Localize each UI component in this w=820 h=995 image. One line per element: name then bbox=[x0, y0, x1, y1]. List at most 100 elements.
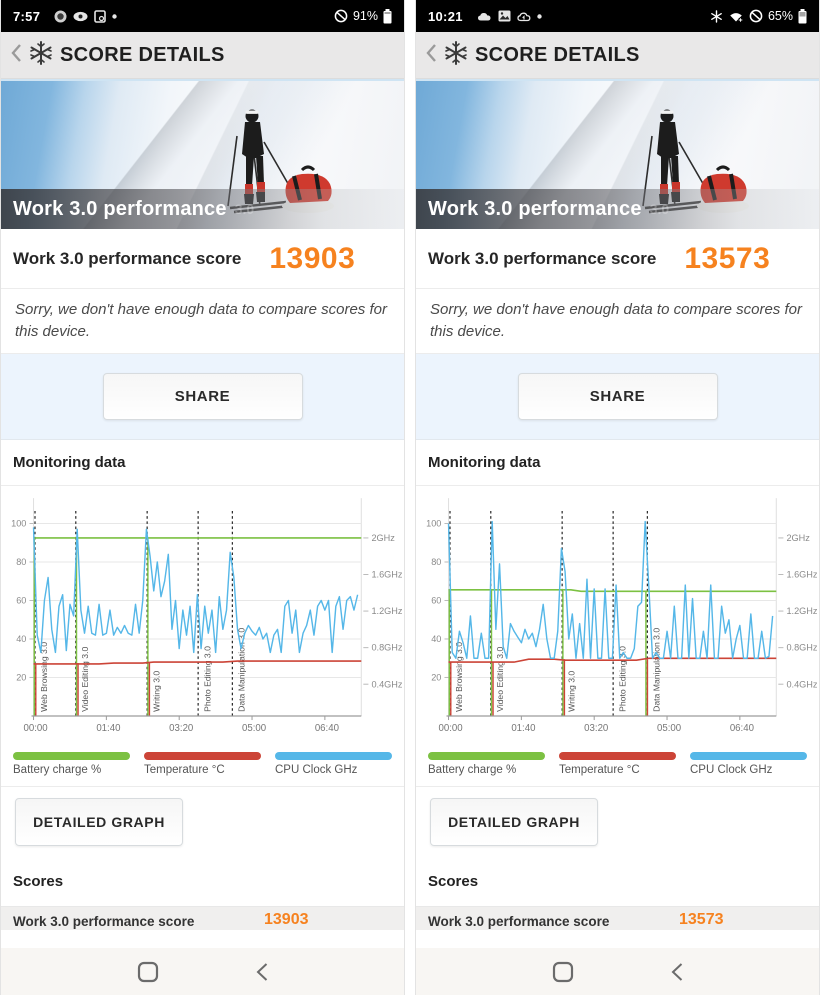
legend-swatch-temperature bbox=[559, 752, 676, 760]
svg-text:100: 100 bbox=[426, 518, 441, 528]
scores-row-label: Work 3.0 performance score bbox=[428, 914, 610, 929]
svg-text:03:20: 03:20 bbox=[169, 723, 193, 734]
legend-item-cpu: CPU Clock GHz bbox=[690, 752, 807, 776]
legend-item-temperature: Temperature °C bbox=[144, 752, 261, 776]
legend-swatch-battery bbox=[428, 752, 545, 760]
notification-doc-icon bbox=[94, 9, 107, 23]
share-section: SHARE bbox=[1, 353, 404, 440]
scores-row-value: 13573 bbox=[679, 911, 724, 928]
chart-legend: Battery charge % Temperature °C CPU Cloc… bbox=[3, 746, 402, 786]
phone-left: 7:57 91% bbox=[0, 0, 405, 995]
battery-icon bbox=[798, 8, 807, 24]
svg-text:Web Browsing 3.0: Web Browsing 3.0 bbox=[454, 641, 464, 711]
score-row: Work 3.0 performance score 13903 bbox=[1, 229, 404, 289]
hero-title-band: Work 3.0 performance 3.0 bbox=[1, 189, 404, 229]
share-section: SHARE bbox=[416, 353, 819, 440]
battery-icon bbox=[383, 8, 392, 24]
back-button[interactable] bbox=[255, 961, 269, 983]
svg-text:05:00: 05:00 bbox=[242, 723, 266, 734]
back-chevron-icon[interactable] bbox=[426, 43, 437, 68]
android-nav-bar bbox=[1, 948, 404, 995]
scores-table-row: Work 3.0 performance score 13573 bbox=[416, 907, 819, 930]
svg-text:2GHz: 2GHz bbox=[371, 532, 395, 542]
svg-text:Photo Editing 3.0: Photo Editing 3.0 bbox=[202, 645, 212, 711]
svg-text:06:40: 06:40 bbox=[315, 723, 339, 734]
asterisk-icon bbox=[710, 9, 723, 23]
battery-percent: 91% bbox=[352, 9, 378, 23]
svg-text:80: 80 bbox=[16, 557, 26, 567]
hero-watermark: 3.0 bbox=[649, 201, 670, 217]
hero-watermark: 3.0 bbox=[234, 201, 255, 217]
svg-text:06:40: 06:40 bbox=[730, 723, 754, 734]
compare-notice: Sorry, we don't have enough data to comp… bbox=[416, 289, 819, 354]
svg-text:100: 100 bbox=[11, 518, 26, 528]
svg-text:40: 40 bbox=[431, 634, 441, 644]
svg-text:Data Manipulation 3.0: Data Manipulation 3.0 bbox=[652, 627, 662, 711]
legend-swatch-cpu bbox=[690, 752, 807, 760]
svg-text:01:40: 01:40 bbox=[511, 723, 535, 734]
battery-percent: 65% bbox=[767, 9, 793, 23]
score-value: 13573 bbox=[684, 241, 771, 275]
detailed-graph-button[interactable]: DETAILED GRAPH bbox=[430, 798, 598, 846]
svg-text:2GHz: 2GHz bbox=[786, 532, 810, 542]
scores-heading: Scores bbox=[1, 857, 404, 907]
legend-item-battery: Battery charge % bbox=[13, 752, 130, 776]
hero-title: Work 3.0 performance bbox=[13, 197, 227, 220]
home-button[interactable] bbox=[137, 961, 159, 983]
scores-heading: Scores bbox=[416, 857, 819, 907]
score-label: Work 3.0 performance score bbox=[13, 248, 242, 268]
svg-text:Photo Editing 3.0: Photo Editing 3.0 bbox=[617, 645, 627, 711]
svg-text:Video Editing 3.0: Video Editing 3.0 bbox=[495, 646, 505, 711]
hero-title-band: Work 3.0 performance 3.0 bbox=[416, 189, 819, 229]
share-button[interactable]: SHARE bbox=[517, 372, 718, 420]
legend-label-temperature: Temperature °C bbox=[559, 764, 640, 776]
home-button[interactable] bbox=[552, 961, 574, 983]
scores-row-label: Work 3.0 performance score bbox=[13, 914, 195, 929]
monitoring-data-heading: Monitoring data bbox=[1, 439, 404, 486]
score-value: 13903 bbox=[269, 241, 356, 275]
hero-image: Work 3.0 performance 3.0 bbox=[1, 79, 404, 229]
status-bar: 10:21 65% bbox=[416, 0, 819, 32]
svg-text:20: 20 bbox=[431, 672, 441, 682]
page-title: SCORE DETAILS bbox=[475, 43, 640, 66]
monitoring-data-heading: Monitoring data bbox=[416, 439, 819, 486]
notification-eye-icon bbox=[73, 11, 88, 22]
legend-item-cpu: CPU Clock GHz bbox=[275, 752, 392, 776]
detailed-graph-button[interactable]: DETAILED GRAPH bbox=[15, 798, 183, 846]
svg-text:05:00: 05:00 bbox=[657, 723, 681, 734]
back-button[interactable] bbox=[670, 961, 684, 983]
legend-label-battery: Battery charge % bbox=[13, 764, 102, 776]
svg-text:0.8GHz: 0.8GHz bbox=[371, 642, 402, 652]
status-bar: 7:57 91% bbox=[1, 0, 404, 32]
scores-table-row: Work 3.0 performance score 13903 bbox=[1, 907, 404, 930]
share-button[interactable]: SHARE bbox=[102, 372, 303, 420]
notification-badge-icon bbox=[54, 10, 67, 23]
svg-text:40: 40 bbox=[16, 634, 26, 644]
svg-text:03:20: 03:20 bbox=[584, 723, 608, 734]
legend-label-battery: Battery charge % bbox=[428, 764, 517, 776]
chart-legend: Battery charge % Temperature °C CPU Cloc… bbox=[418, 746, 817, 786]
svg-text:00:00: 00:00 bbox=[438, 723, 462, 734]
monitoring-chart-section: 20 40 60 80 100 2GHz 1.6GHz 1.2GHz 0.8GHz 0.4GHz W… bbox=[1, 485, 404, 787]
compare-notice: Sorry, we don't have enough data to comp… bbox=[1, 289, 404, 354]
status-time: 10:21 bbox=[428, 8, 463, 24]
monitoring-chart: 20 40 60 80 100 2GHz 1.6GHz 1.2GHz 0.8GHz 0.4GHz W… bbox=[426, 497, 817, 734]
svg-text:20: 20 bbox=[16, 672, 26, 682]
back-chevron-icon[interactable] bbox=[11, 43, 22, 68]
android-nav-bar bbox=[416, 948, 819, 995]
dnd-icon bbox=[749, 9, 763, 23]
svg-text:60: 60 bbox=[16, 595, 26, 605]
legend-swatch-cpu bbox=[275, 752, 392, 760]
cloud-sync-icon bbox=[517, 11, 531, 22]
svg-text:Video Editing 3.0: Video Editing 3.0 bbox=[80, 646, 90, 711]
score-row: Work 3.0 performance score 13573 bbox=[416, 229, 819, 289]
legend-swatch-temperature bbox=[144, 752, 261, 760]
cloud-icon bbox=[477, 11, 492, 22]
legend-label-cpu: CPU Clock GHz bbox=[275, 764, 358, 776]
svg-text:Web Browsing 3.0: Web Browsing 3.0 bbox=[39, 641, 49, 711]
svg-text:1.2GHz: 1.2GHz bbox=[786, 606, 817, 616]
svg-text:0.8GHz: 0.8GHz bbox=[786, 642, 817, 652]
monitoring-chart-section: 20 40 60 80 100 2GHz 1.6GHz 1.2GHz 0.8GHz 0.4GHz W… bbox=[416, 485, 819, 787]
svg-text:Data Manipulation 3.0: Data Manipulation 3.0 bbox=[237, 627, 247, 711]
